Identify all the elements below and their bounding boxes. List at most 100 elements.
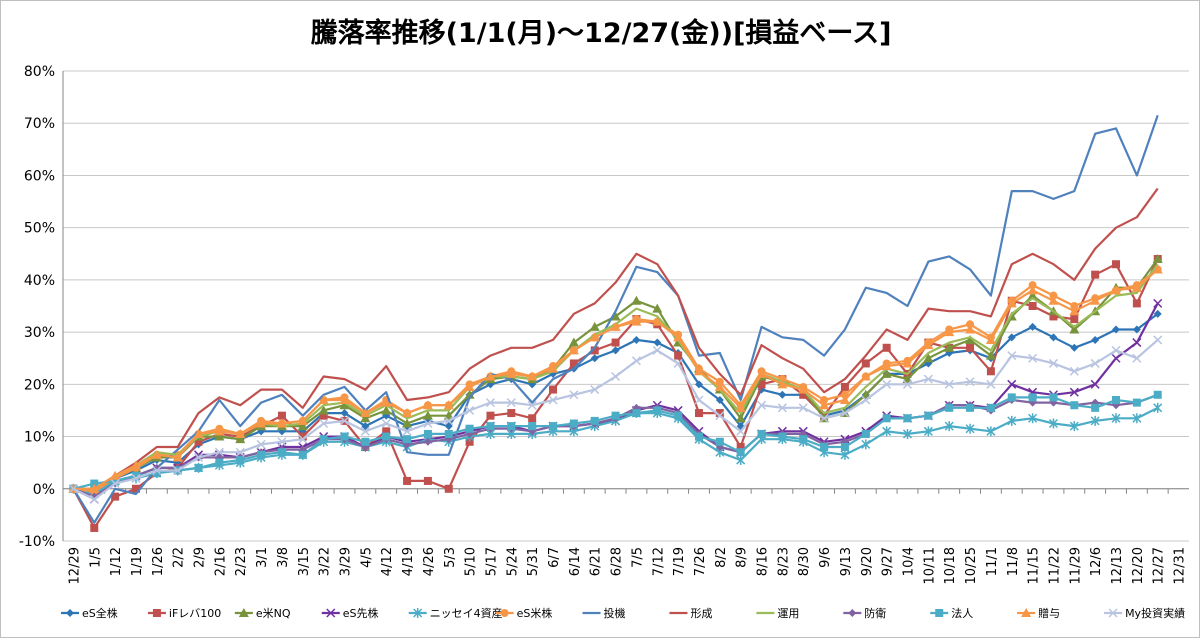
y-tick-label: 30% <box>24 325 55 341</box>
x-tick-label: 11/29 <box>1068 547 1083 584</box>
data-point <box>277 437 287 447</box>
legend-label: iFレバ100 <box>169 607 221 620</box>
legend-item: 法人 <box>930 606 973 620</box>
data-point <box>340 409 349 418</box>
y-tick-label: 10% <box>24 430 55 446</box>
data-point <box>326 608 336 618</box>
x-tick-label: 5/31 <box>526 547 541 576</box>
data-point <box>131 473 141 483</box>
data-point <box>965 324 976 334</box>
legend-item: ニッセイ4資産 <box>408 607 503 620</box>
x-tick-label: 3/15 <box>297 547 312 576</box>
data-point <box>714 381 725 391</box>
data-point <box>485 371 496 381</box>
data-point <box>423 429 432 438</box>
data-point <box>131 471 140 480</box>
data-point <box>381 418 391 429</box>
data-point <box>778 390 787 399</box>
legend-label: My投資実績 <box>1125 606 1185 620</box>
series-防衛 <box>69 390 1162 501</box>
data-point <box>1091 270 1100 279</box>
data-point <box>339 395 350 404</box>
data-point <box>882 343 891 352</box>
data-point <box>89 494 99 504</box>
data-point <box>422 410 433 420</box>
data-point <box>90 479 99 488</box>
x-tick-label: 5/10 <box>464 547 479 576</box>
data-point <box>652 345 662 355</box>
data-point <box>1090 379 1100 389</box>
data-point <box>861 395 871 405</box>
data-point <box>694 432 703 441</box>
data-point <box>985 350 996 360</box>
data-point <box>569 390 579 400</box>
data-point <box>298 432 307 441</box>
data-point <box>986 403 995 412</box>
data-point <box>1070 401 1079 410</box>
data-point <box>653 338 662 347</box>
data-point <box>1132 398 1141 407</box>
data-point <box>923 374 933 384</box>
data-point <box>819 400 830 410</box>
x-tick-label: 3/29 <box>339 547 354 576</box>
data-point <box>1069 306 1080 316</box>
data-point <box>652 316 663 326</box>
legend-label: 法人 <box>951 606 973 620</box>
data-point <box>568 337 579 347</box>
data-point <box>1091 335 1100 344</box>
data-point <box>568 345 579 355</box>
data-point <box>215 458 224 467</box>
data-point <box>1131 282 1142 292</box>
data-point <box>236 456 245 465</box>
data-point <box>110 470 121 480</box>
data-point <box>799 435 808 444</box>
data-point <box>1028 413 1038 424</box>
data-point <box>799 390 808 399</box>
data-point <box>402 418 413 428</box>
data-point <box>632 335 641 344</box>
data-point <box>653 406 662 415</box>
x-tick-label: 10/11 <box>922 547 937 584</box>
data-point <box>1112 260 1121 269</box>
data-point <box>1069 421 1079 432</box>
data-point <box>1152 254 1163 263</box>
data-point <box>1028 353 1038 363</box>
data-point <box>1049 333 1058 342</box>
data-point <box>590 354 599 363</box>
data-point <box>152 465 162 476</box>
x-tick-label: 2/23 <box>234 547 249 576</box>
data-point <box>736 443 745 451</box>
data-point <box>152 609 161 617</box>
x-tick-label: 12/13 <box>1110 547 1125 584</box>
data-point <box>486 422 495 431</box>
x-tick-label: 11/22 <box>1047 547 1062 584</box>
data-point <box>68 484 78 494</box>
data-point <box>715 409 724 418</box>
data-point <box>860 371 871 381</box>
x-tick-label: 8/9 <box>735 547 750 568</box>
data-point <box>882 426 892 437</box>
data-point <box>214 426 225 436</box>
data-point <box>693 366 704 376</box>
data-point <box>194 463 203 472</box>
legend-item: My投資実績 <box>1104 606 1185 620</box>
x-tick-label: 5/3 <box>443 547 458 568</box>
data-point <box>945 403 954 412</box>
data-point <box>1007 415 1017 426</box>
data-point <box>277 411 286 420</box>
x-tick-label: 7/12 <box>651 547 666 576</box>
data-point <box>1021 608 1032 617</box>
data-point <box>1048 295 1059 305</box>
data-point <box>1153 402 1163 413</box>
x-tick-label: 12/27 <box>1152 547 1167 584</box>
data-point <box>1070 343 1079 352</box>
legend-label: eS米株 <box>517 606 553 620</box>
data-point <box>1028 302 1037 310</box>
y-tick-label: 40% <box>24 273 55 289</box>
x-tick-label: 1/5 <box>88 547 103 568</box>
data-point <box>966 403 975 412</box>
data-point <box>757 400 767 410</box>
data-point <box>798 403 808 413</box>
